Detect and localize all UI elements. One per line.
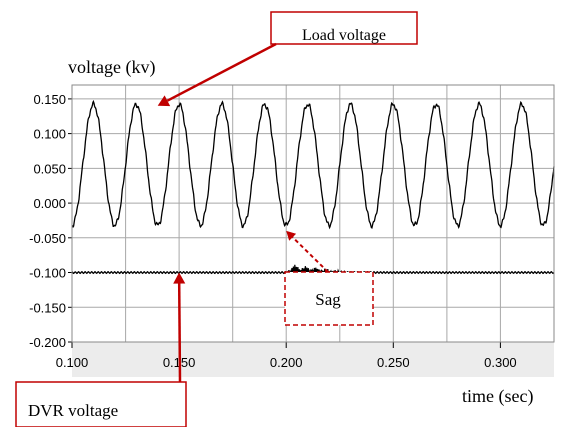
x-tick-label: 0.100 bbox=[56, 355, 89, 370]
y-tick-label: 0.050 bbox=[33, 161, 66, 176]
y-tick-label: 0.150 bbox=[33, 92, 66, 107]
y-tick-label: -0.050 bbox=[29, 231, 66, 246]
y-tick-label: -0.150 bbox=[29, 300, 66, 315]
dvr-voltage-label: DVR voltage bbox=[28, 401, 118, 420]
y-tick-label: 0.100 bbox=[33, 127, 66, 142]
x-tick-label: 0.300 bbox=[484, 355, 517, 370]
y-tick-label: -0.200 bbox=[29, 335, 66, 350]
y-tick-label: -0.100 bbox=[29, 266, 66, 281]
x-tick-label: 0.200 bbox=[270, 355, 303, 370]
load-voltage-label: Load voltage bbox=[302, 27, 386, 44]
y-tick-label: 0.000 bbox=[33, 196, 66, 211]
y-axis-title: voltage (kv) bbox=[68, 57, 155, 78]
y-axis-ticks: 0.150 0.100 0.050 0.000 -0.050 -0.100 -0.150 -0… bbox=[29, 92, 72, 350]
x-axis-title: time (sec) bbox=[462, 386, 533, 407]
x-tick-label: 0.250 bbox=[377, 355, 410, 370]
dvr-voltage-arrow bbox=[179, 284, 180, 383]
sag-label: Sag bbox=[315, 290, 341, 309]
